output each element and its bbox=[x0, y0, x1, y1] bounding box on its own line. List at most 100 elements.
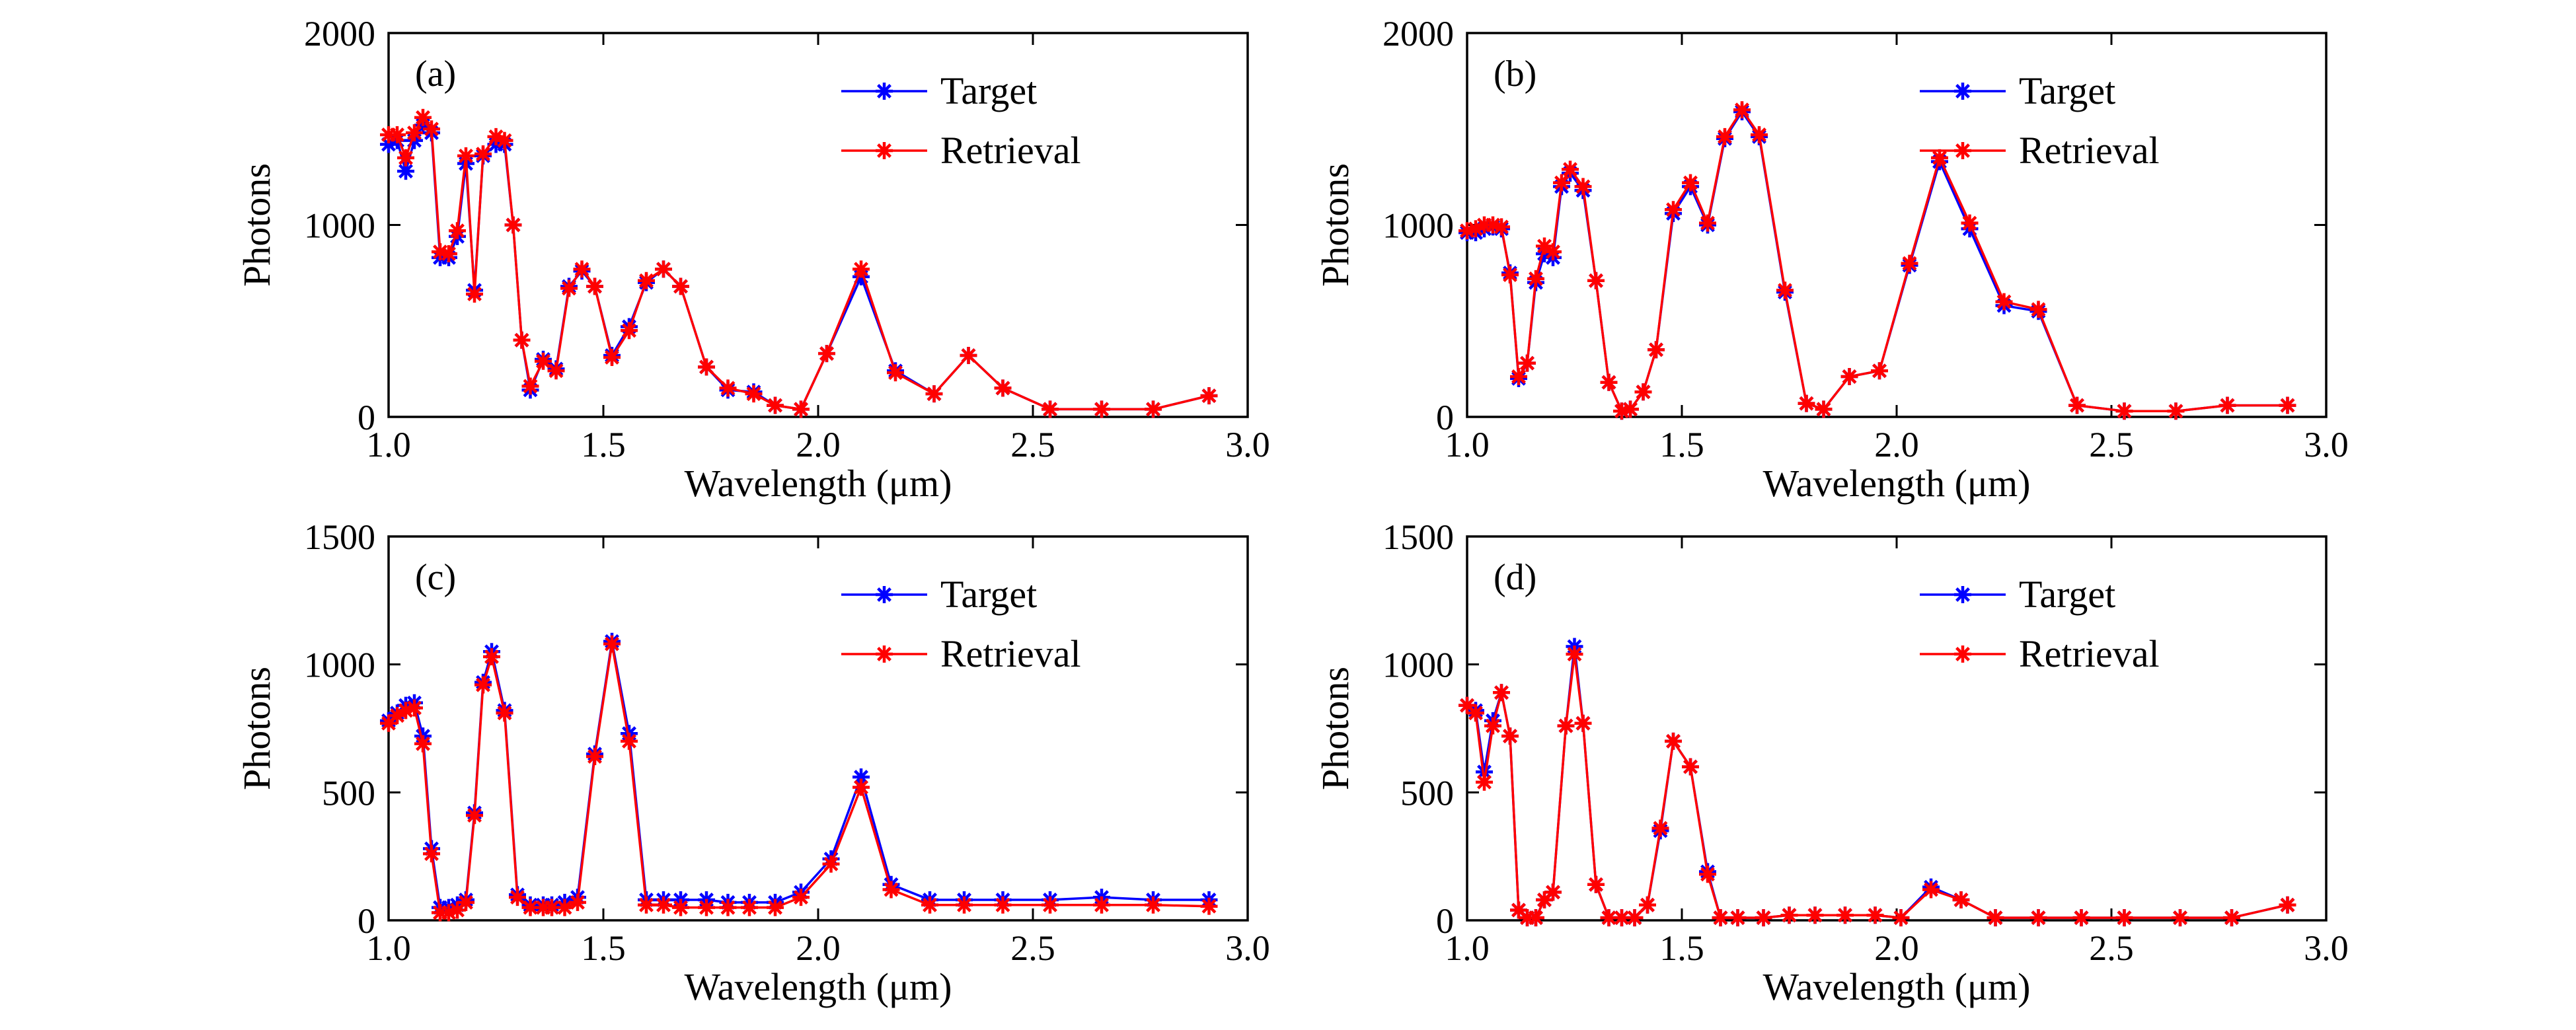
x-tick-label: 2.0 bbox=[796, 425, 841, 464]
data-point-retrieval-stroke bbox=[2220, 398, 2235, 413]
data-point-retrieval bbox=[1751, 126, 1768, 143]
data-point-retrieval-stroke bbox=[794, 402, 808, 417]
data-point-retrieval-stroke bbox=[639, 897, 654, 912]
data-point-retrieval bbox=[1682, 174, 1699, 192]
data-point-retrieval bbox=[1510, 367, 1527, 385]
data-point-retrieval-stroke bbox=[639, 273, 654, 288]
plot-area-frame bbox=[387, 535, 1249, 922]
data-point-retrieval-stroke bbox=[1520, 355, 1534, 371]
legend-marker-target bbox=[876, 586, 893, 603]
data-point-retrieval-stroke bbox=[673, 900, 688, 915]
data-point-retrieval-stroke bbox=[398, 703, 413, 718]
data-point-retrieval-stroke bbox=[1529, 271, 1543, 286]
data-point-retrieval-stroke bbox=[523, 900, 538, 915]
data-point-retrieval bbox=[560, 279, 578, 297]
data-point-retrieval-stroke bbox=[622, 733, 636, 749]
data-point-retrieval-stroke bbox=[1666, 733, 1681, 749]
data-point-retrieval-stroke bbox=[1486, 718, 1500, 733]
data-point-retrieval-stroke bbox=[574, 262, 589, 277]
data-point-retrieval bbox=[621, 732, 638, 750]
data-point-retrieval-stroke bbox=[1640, 897, 1655, 912]
data-point-retrieval bbox=[1733, 101, 1751, 119]
data-point-retrieval bbox=[406, 699, 423, 717]
data-point-retrieval bbox=[1815, 400, 1833, 418]
data-point-retrieval-stroke bbox=[2173, 910, 2187, 926]
data-point-retrieval-stroke bbox=[720, 381, 736, 396]
data-point-retrieval-stroke bbox=[467, 808, 482, 823]
data-point-retrieval-stroke bbox=[1816, 402, 1831, 417]
data-point-retrieval bbox=[2279, 396, 2296, 414]
data-point-retrieval-stroke bbox=[1872, 363, 1887, 379]
data-point-retrieval bbox=[496, 131, 513, 149]
data-point-retrieval-stroke bbox=[497, 133, 512, 148]
data-point-retrieval-stroke bbox=[1554, 175, 1569, 190]
panel-label: (c) bbox=[415, 557, 456, 598]
data-point-retrieval bbox=[698, 899, 715, 916]
data-point-retrieval bbox=[960, 347, 977, 365]
data-point-retrieval-stroke bbox=[957, 897, 971, 912]
data-point-retrieval-stroke bbox=[2031, 910, 2046, 926]
data-point-retrieval-stroke bbox=[1537, 239, 1552, 254]
data-point-retrieval bbox=[457, 893, 474, 911]
data-point-retrieval-stroke bbox=[2280, 398, 2295, 413]
data-point-retrieval-stroke bbox=[656, 262, 671, 277]
data-point-retrieval bbox=[1892, 909, 1910, 927]
data-point-retrieval bbox=[1755, 909, 1772, 927]
y-tick-label: 1500 bbox=[1383, 517, 1454, 557]
data-point-retrieval-stroke bbox=[523, 379, 538, 394]
y-tick-label: 2000 bbox=[1383, 14, 1454, 54]
legend-label-retrieval: Retrieval bbox=[2019, 129, 2160, 172]
data-point-retrieval-stroke bbox=[441, 905, 456, 920]
data-point-retrieval bbox=[1987, 909, 2004, 927]
data-point-retrieval-stroke bbox=[1563, 162, 1577, 177]
data-point-retrieval-stroke bbox=[961, 348, 976, 363]
data-point-retrieval-stroke bbox=[545, 900, 559, 915]
y-tick-label: 0 bbox=[358, 901, 375, 941]
data-point-retrieval-stroke bbox=[1201, 899, 1217, 914]
data-point-retrieval bbox=[2218, 396, 2236, 414]
data-point-retrieval bbox=[1557, 717, 1575, 735]
x-tick-label: 3.0 bbox=[1225, 425, 1270, 464]
data-point-retrieval-stroke bbox=[1756, 910, 1771, 926]
data-point-retrieval-stroke bbox=[720, 900, 736, 915]
data-point-retrieval-stroke bbox=[1730, 910, 1745, 926]
data-point-retrieval-stroke bbox=[1627, 910, 1642, 926]
data-point-retrieval bbox=[547, 362, 565, 380]
data-point-retrieval-stroke bbox=[854, 262, 868, 277]
data-point-retrieval-stroke bbox=[1623, 402, 1638, 417]
plot-area-frame bbox=[1466, 535, 2328, 922]
data-point-retrieval bbox=[719, 379, 737, 397]
series-line-retrieval bbox=[387, 642, 1209, 914]
legend-label-retrieval: Retrieval bbox=[940, 129, 1081, 172]
data-point-retrieval bbox=[994, 379, 1012, 397]
data-point-retrieval-stroke bbox=[1589, 877, 1603, 892]
legend-label-target: Target bbox=[940, 69, 1037, 112]
data-point-retrieval bbox=[745, 385, 763, 403]
data-point-retrieval-stroke bbox=[888, 365, 903, 381]
data-point-retrieval-stroke bbox=[1838, 908, 1852, 923]
data-point-retrieval bbox=[1527, 270, 1544, 287]
y-axis-label: Photons bbox=[1314, 163, 1357, 287]
data-point-retrieval-stroke bbox=[1146, 897, 1160, 912]
data-point-retrieval-stroke bbox=[1932, 150, 1947, 165]
legend-marker-retrieval-stroke bbox=[877, 647, 891, 661]
data-point-retrieval-stroke bbox=[2031, 302, 2046, 317]
chart-panel-d: 1.0 1.5 2.0 2.5 3.0 0 500 1000 1500 Wavelength (μ… bbox=[1314, 517, 2349, 1008]
data-point-retrieval bbox=[1931, 149, 1948, 166]
data-point-retrieval-stroke bbox=[488, 129, 504, 144]
data-point-retrieval bbox=[1600, 909, 1618, 927]
data-point-retrieval bbox=[1622, 400, 1639, 418]
data-point-retrieval-stroke bbox=[1799, 396, 1814, 411]
data-point-retrieval-stroke bbox=[1735, 102, 1749, 118]
data-point-retrieval bbox=[1922, 881, 1940, 899]
data-point-retrieval-stroke bbox=[1589, 273, 1603, 288]
data-point-retrieval-stroke bbox=[390, 128, 404, 142]
data-point-retrieval bbox=[792, 400, 810, 418]
data-point-retrieval bbox=[1837, 906, 1854, 924]
data-point-retrieval bbox=[1699, 214, 1716, 232]
data-point-retrieval bbox=[1901, 254, 1918, 272]
data-point-retrieval bbox=[2115, 909, 2133, 927]
data-point-retrieval-stroke bbox=[2280, 897, 2295, 912]
data-point-retrieval bbox=[1729, 909, 1747, 927]
data-point-retrieval-stroke bbox=[1713, 910, 1728, 926]
